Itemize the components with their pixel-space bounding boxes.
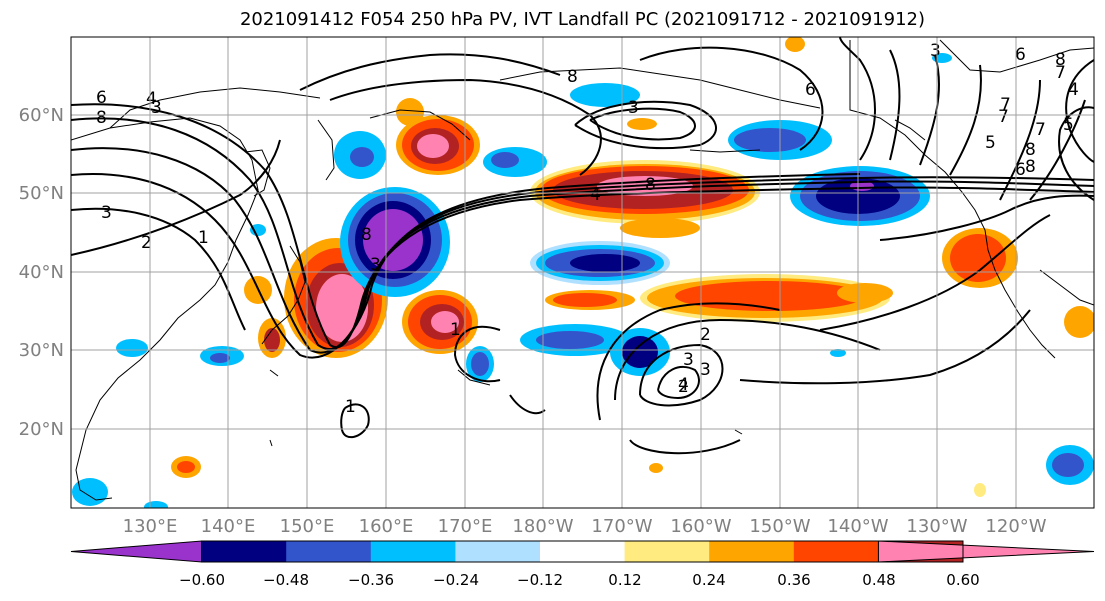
colorbar-segment: [370, 541, 456, 562]
colorbar-tick: −0.24: [433, 571, 479, 589]
colorbar-tick: 0.60: [946, 571, 979, 589]
colorbar-segment: [793, 541, 879, 562]
contour-label: 3: [930, 41, 941, 61]
colorbar-segment: [70, 540, 203, 563]
contour-label: 5: [985, 133, 996, 153]
colorbar-segment: [709, 541, 795, 562]
lat-label: 30°N: [19, 340, 64, 361]
contour-label: 4: [1068, 80, 1079, 100]
lon-label: 150°E: [280, 516, 335, 537]
lon-label: 140°E: [201, 516, 256, 537]
contour-label: 2: [141, 233, 152, 253]
map-panel: 6 8 4 3 3 2 1 8 3 4 3 8 8 6 3 7 6 8 7 8 …: [71, 37, 1094, 508]
contour-label: 8: [1055, 50, 1066, 70]
colorbar-tick: 0.12: [608, 571, 641, 589]
contour-label: 3: [370, 255, 381, 275]
lon-label: 160°W: [670, 516, 731, 537]
contour-label: 4: [146, 89, 157, 109]
contour-label: 8: [1025, 140, 1036, 160]
colorbar: −0.60 −0.48 −0.36 −0.24 −0.12 0.12 0.24 …: [70, 540, 1095, 589]
lon-label: 140°W: [827, 516, 888, 537]
coastlines: [71, 39, 1094, 501]
colorbar-segment: [286, 541, 372, 562]
colorbar-segment: [455, 541, 541, 562]
contour-label: 8: [96, 108, 107, 128]
colorbar-tick: 0.24: [692, 571, 725, 589]
colorbar-tick: 0.36: [777, 571, 810, 589]
shaded-anomalies: [72, 37, 1094, 508]
lon-label: 120°W: [985, 516, 1046, 537]
contour-label: 6: [1015, 45, 1026, 65]
contour-label: 6: [1015, 160, 1026, 180]
lon-label: 130°E: [123, 516, 178, 537]
colorbar-tick: −0.36: [348, 571, 394, 589]
lon-label: 180°W: [512, 516, 573, 537]
contour-label: 6: [805, 80, 816, 100]
colorbar-tick: −0.60: [179, 571, 225, 589]
contour-label: 6: [96, 88, 107, 108]
latitude-labels: 60°N 50°N 40°N 30°N 20°N: [19, 105, 64, 440]
colorbar-tick: 0.48: [862, 571, 895, 589]
contour-label: 2: [700, 325, 711, 345]
colorbar-segment: [877, 540, 1095, 563]
contour-label: 3: [683, 350, 694, 370]
contour-label: 8: [1025, 157, 1036, 177]
colorbar-segment: [624, 541, 710, 562]
lat-label: 20°N: [19, 419, 64, 440]
contour-label: 5: [1063, 115, 1074, 135]
lat-label: 40°N: [19, 262, 64, 283]
colorbar-tick: −0.48: [263, 571, 309, 589]
contour-label: 1: [198, 228, 209, 248]
contour-label: 8: [567, 67, 578, 87]
contour-label: 3: [151, 98, 162, 118]
lon-label: 170°E: [438, 516, 493, 537]
contour-label: 7: [1055, 63, 1066, 83]
lon-label: 160°E: [359, 516, 414, 537]
contour-label: 1: [450, 320, 461, 340]
lon-label: 170°W: [591, 516, 652, 537]
contour-labels: 6 8 4 3 3 2 1 8 3 4 3 8 8 6 3 7 6 8 7 8 …: [96, 41, 1079, 417]
lon-label: 150°W: [749, 516, 810, 537]
lat-label: 60°N: [19, 105, 64, 126]
contour-label: 3: [628, 98, 639, 118]
contour-label: 3: [101, 203, 112, 223]
lat-label: 50°N: [19, 183, 64, 204]
pv-contours: [71, 37, 1094, 455]
colorbar-segment: [201, 541, 287, 562]
longitude-labels: 130°E 140°E 150°E 160°E 170°E 180°W 170°…: [123, 516, 1047, 537]
contour-label: 4: [590, 185, 601, 205]
colorbar-ticks: −0.60 −0.48 −0.36 −0.24 −0.12 0.12 0.24 …: [179, 571, 980, 589]
colorbar-segment: [540, 541, 626, 562]
contour-label: 8: [645, 175, 656, 195]
contour-label: 2: [678, 377, 689, 397]
contour-label: 7: [1000, 95, 1011, 115]
contour-label: 7: [1035, 120, 1046, 140]
contour-label: 1: [345, 397, 356, 417]
colorbar-tick: −0.12: [517, 571, 563, 589]
colorbar-frame: [201, 540, 964, 563]
map-frame: [70, 36, 1095, 509]
map-title: 2021091412 F054 250 hPa PV, IVT Landfall…: [239, 9, 926, 30]
colorbar-segments: [70, 540, 1095, 563]
contour-label: 3: [700, 360, 711, 380]
contour-label: 7: [998, 107, 1009, 127]
contour-label: 4: [678, 375, 689, 395]
graticule: [71, 37, 1094, 508]
contour-label: 8: [361, 225, 372, 245]
lon-label: 130°W: [906, 516, 967, 537]
